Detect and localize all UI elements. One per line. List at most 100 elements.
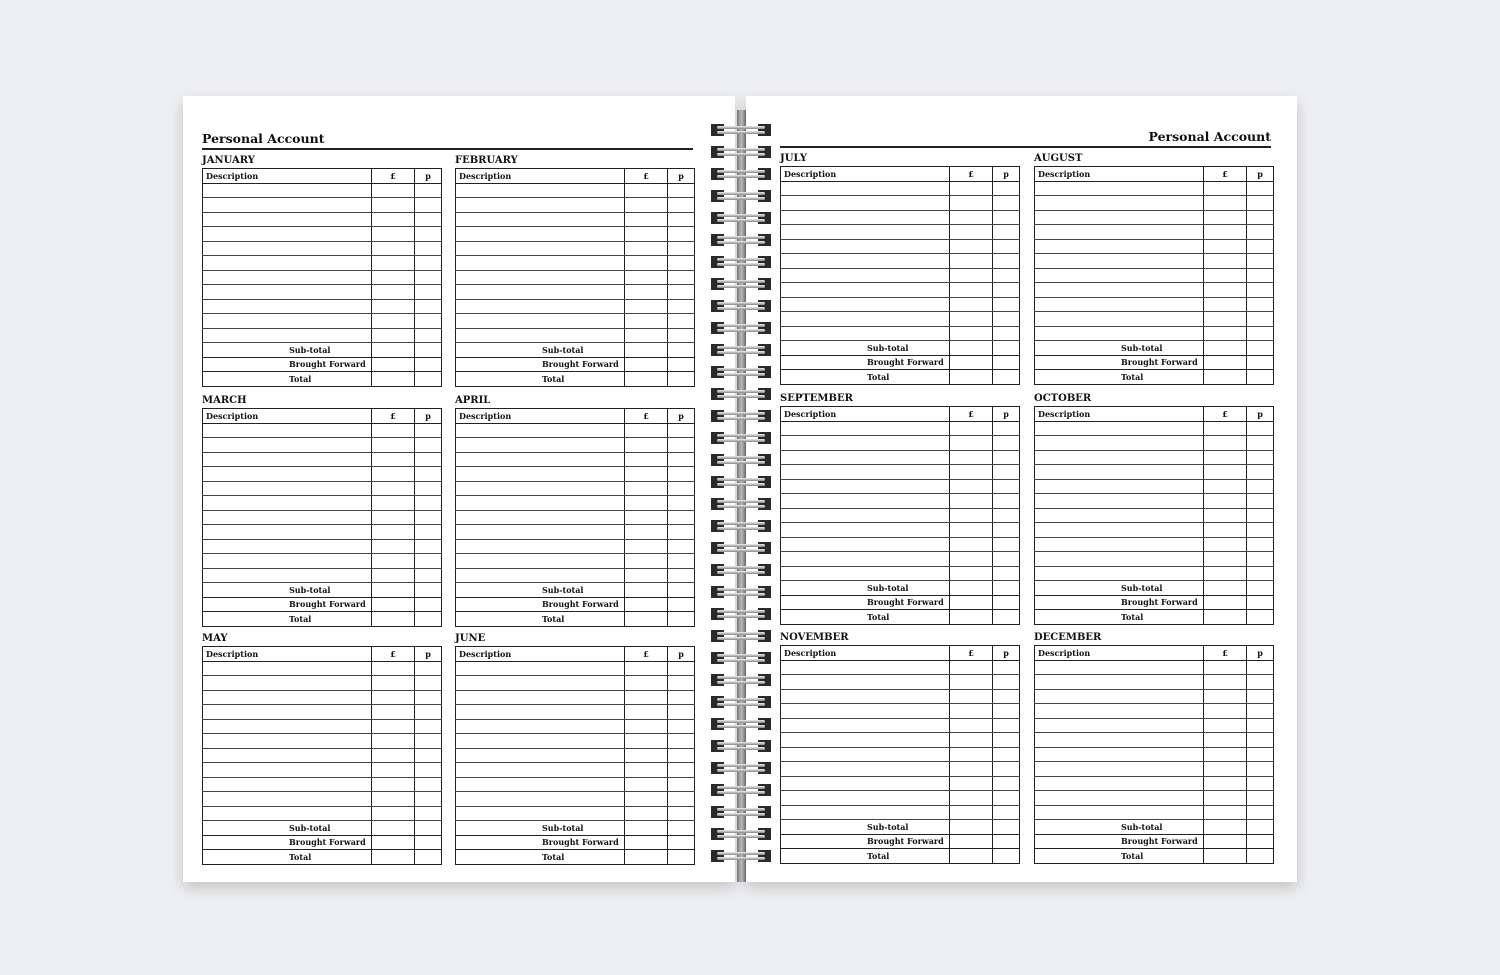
pence-cell[interactable] [1246, 522, 1274, 538]
pounds-cell[interactable] [949, 209, 993, 225]
pence-cell[interactable] [667, 480, 695, 496]
pence-cell[interactable] [414, 356, 442, 372]
pence-cell[interactable] [414, 553, 442, 569]
pence-cell[interactable] [667, 495, 695, 511]
pounds-cell[interactable] [624, 313, 668, 329]
pence-cell[interactable] [414, 182, 442, 198]
pounds-cell[interactable] [1203, 746, 1247, 762]
pence-cell[interactable] [992, 609, 1020, 625]
pounds-cell[interactable] [1203, 819, 1247, 835]
pence-cell[interactable] [414, 805, 442, 821]
pence-cell[interactable] [992, 354, 1020, 370]
pounds-cell[interactable] [1203, 594, 1247, 610]
description-cell[interactable] [780, 224, 950, 240]
pounds-cell[interactable] [371, 509, 415, 525]
pence-cell[interactable] [1246, 674, 1274, 690]
pounds-cell[interactable] [371, 675, 415, 691]
description-cell[interactable] [202, 422, 372, 438]
description-cell[interactable] [202, 776, 372, 792]
description-cell[interactable] [455, 675, 625, 691]
description-cell[interactable] [1034, 703, 1204, 719]
description-cell[interactable] [455, 660, 625, 676]
pence-cell[interactable] [414, 269, 442, 285]
pounds-cell[interactable] [1203, 325, 1247, 341]
description-cell[interactable] [202, 182, 372, 198]
pounds-cell[interactable] [624, 704, 668, 720]
description-cell[interactable] [1034, 253, 1204, 269]
pence-cell[interactable] [414, 255, 442, 271]
pence-cell[interactable] [992, 775, 1020, 791]
description-cell[interactable] [455, 313, 625, 329]
description-cell[interactable] [780, 253, 950, 269]
pence-cell[interactable] [1246, 609, 1274, 625]
pence-cell[interactable] [1246, 340, 1274, 356]
pence-cell[interactable] [992, 565, 1020, 581]
pence-cell[interactable] [667, 422, 695, 438]
pence-cell[interactable] [667, 226, 695, 242]
pence-cell[interactable] [667, 327, 695, 343]
pounds-cell[interactable] [624, 240, 668, 256]
description-cell[interactable] [202, 226, 372, 242]
pounds-cell[interactable] [371, 849, 415, 865]
pence-cell[interactable] [1246, 267, 1274, 283]
pence-cell[interactable] [414, 197, 442, 213]
pounds-cell[interactable] [949, 746, 993, 762]
pence-cell[interactable] [414, 313, 442, 329]
description-cell[interactable] [202, 313, 372, 329]
pounds-cell[interactable] [1203, 761, 1247, 777]
pounds-cell[interactable] [949, 478, 993, 494]
pounds-cell[interactable] [371, 762, 415, 778]
description-cell[interactable] [455, 240, 625, 256]
pounds-cell[interactable] [1203, 580, 1247, 596]
pounds-cell[interactable] [949, 420, 993, 436]
pence-cell[interactable] [414, 437, 442, 453]
description-cell[interactable] [202, 211, 372, 227]
pence-cell[interactable] [992, 507, 1020, 523]
pence-cell[interactable] [414, 422, 442, 438]
pounds-cell[interactable] [949, 267, 993, 283]
pounds-cell[interactable] [624, 255, 668, 271]
pounds-cell[interactable] [371, 284, 415, 300]
pence-cell[interactable] [992, 717, 1020, 733]
pounds-cell[interactable] [949, 282, 993, 298]
pence-cell[interactable] [414, 747, 442, 763]
pounds-cell[interactable] [1203, 717, 1247, 733]
pence-cell[interactable] [414, 509, 442, 525]
pence-cell[interactable] [992, 522, 1020, 538]
pence-cell[interactable] [992, 478, 1020, 494]
pence-cell[interactable] [414, 791, 442, 807]
pence-cell[interactable] [1246, 732, 1274, 748]
pence-cell[interactable] [667, 611, 695, 627]
pence-cell[interactable] [992, 551, 1020, 567]
pence-cell[interactable] [414, 495, 442, 511]
pounds-cell[interactable] [1203, 238, 1247, 254]
description-cell[interactable] [202, 451, 372, 467]
pounds-cell[interactable] [949, 594, 993, 610]
pence-cell[interactable] [992, 325, 1020, 341]
pounds-cell[interactable] [949, 449, 993, 465]
pence-cell[interactable] [992, 536, 1020, 552]
pence-cell[interactable] [667, 567, 695, 583]
pence-cell[interactable] [414, 596, 442, 612]
pence-cell[interactable] [1246, 369, 1274, 385]
pence-cell[interactable] [992, 761, 1020, 777]
pence-cell[interactable] [667, 791, 695, 807]
pounds-cell[interactable] [371, 422, 415, 438]
description-cell[interactable] [202, 538, 372, 554]
description-cell[interactable] [1034, 536, 1204, 552]
pence-cell[interactable] [992, 267, 1020, 283]
pence-cell[interactable] [414, 611, 442, 627]
description-cell[interactable] [780, 296, 950, 312]
description-cell[interactable] [455, 211, 625, 227]
description-cell[interactable] [780, 565, 950, 581]
description-cell[interactable] [455, 197, 625, 213]
pence-cell[interactable] [667, 747, 695, 763]
pounds-cell[interactable] [949, 296, 993, 312]
pounds-cell[interactable] [371, 834, 415, 850]
pence-cell[interactable] [1246, 464, 1274, 480]
description-cell[interactable] [1034, 449, 1204, 465]
pounds-cell[interactable] [371, 197, 415, 213]
pence-cell[interactable] [1246, 325, 1274, 341]
description-cell[interactable] [455, 451, 625, 467]
pounds-cell[interactable] [624, 567, 668, 583]
